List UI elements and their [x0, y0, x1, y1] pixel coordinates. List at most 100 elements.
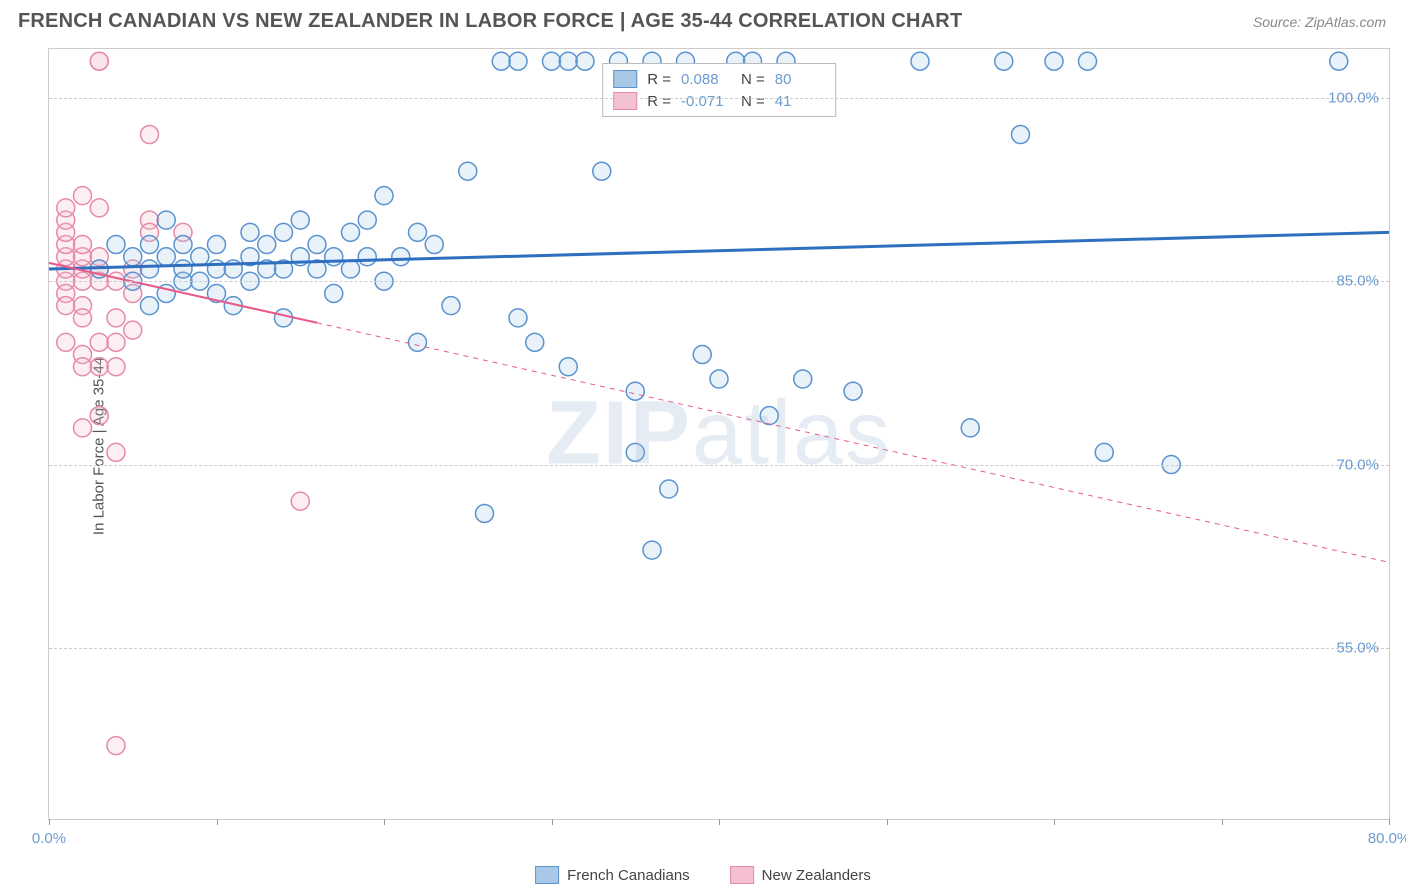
data-point — [57, 297, 75, 315]
swatch-french-canadians-icon — [535, 866, 559, 884]
data-point — [57, 333, 75, 351]
chart-header: FRENCH CANADIAN VS NEW ZEALANDER IN LABO… — [0, 0, 1406, 39]
data-point — [526, 333, 544, 351]
data-point — [107, 333, 125, 351]
data-point — [1095, 443, 1113, 461]
x-tick — [1054, 819, 1055, 825]
series-legend: French Canadians New Zealanders — [535, 866, 871, 884]
data-point — [995, 52, 1013, 70]
data-point — [559, 358, 577, 376]
chart-title: FRENCH CANADIAN VS NEW ZEALANDER IN LABO… — [18, 10, 962, 33]
data-point — [157, 248, 175, 266]
data-point — [342, 223, 360, 241]
data-point — [593, 162, 611, 180]
data-point — [208, 260, 226, 278]
data-point — [543, 52, 561, 70]
data-point — [961, 419, 979, 437]
swatch-french-canadians — [613, 70, 637, 88]
trend-line-extrapolated — [317, 323, 1389, 563]
data-point — [107, 236, 125, 254]
correlation-row-1: R = -0.071 N = 41 — [613, 90, 825, 112]
data-point — [124, 321, 142, 339]
x-tick-label: 0.0% — [32, 830, 66, 847]
data-point — [90, 333, 108, 351]
legend-item-french-canadians: French Canadians — [535, 866, 690, 884]
data-point — [576, 52, 594, 70]
data-point — [308, 236, 326, 254]
data-point — [141, 260, 159, 278]
data-point — [157, 211, 175, 229]
correlation-row-0: R = 0.088 N = 80 — [613, 68, 825, 90]
chart-plot-area: ZIPatlas R = 0.088 N = 80 R = -0.071 N =… — [48, 48, 1390, 820]
data-point — [911, 52, 929, 70]
data-point — [141, 126, 159, 144]
data-point — [375, 187, 393, 205]
data-point — [660, 480, 678, 498]
data-point — [107, 737, 125, 755]
data-point — [509, 309, 527, 327]
data-point — [1045, 52, 1063, 70]
y-tick-label: 70.0% — [1336, 456, 1379, 473]
data-point — [442, 297, 460, 315]
x-tick-label: 80.0% — [1368, 830, 1406, 847]
data-point — [409, 223, 427, 241]
data-point — [107, 443, 125, 461]
data-point — [90, 358, 108, 376]
data-point — [325, 248, 343, 266]
data-point — [643, 541, 661, 559]
x-tick — [217, 819, 218, 825]
data-point — [342, 260, 360, 278]
data-point — [74, 419, 92, 437]
data-point — [90, 407, 108, 425]
gridline — [49, 281, 1389, 282]
swatch-new-zealanders — [613, 92, 637, 110]
data-point — [74, 187, 92, 205]
data-point — [358, 248, 376, 266]
data-point — [425, 236, 443, 254]
data-point — [291, 211, 309, 229]
y-tick-label: 55.0% — [1336, 639, 1379, 656]
data-point — [760, 407, 778, 425]
data-point — [291, 492, 309, 510]
legend-item-new-zealanders: New Zealanders — [730, 866, 871, 884]
data-point — [626, 443, 644, 461]
data-point — [844, 382, 862, 400]
data-point — [392, 248, 410, 266]
data-point — [141, 236, 159, 254]
x-tick — [1389, 819, 1390, 825]
data-point — [275, 309, 293, 327]
data-point — [275, 223, 293, 241]
data-point — [358, 211, 376, 229]
data-point — [57, 199, 75, 217]
data-point — [1012, 126, 1030, 144]
scatter-svg — [49, 49, 1389, 819]
x-tick — [384, 819, 385, 825]
data-point — [1330, 52, 1348, 70]
data-point — [492, 52, 510, 70]
data-point — [476, 504, 494, 522]
correlation-legend: R = 0.088 N = 80 R = -0.071 N = 41 — [602, 63, 836, 117]
data-point — [241, 223, 259, 241]
y-tick-label: 85.0% — [1336, 273, 1379, 290]
data-point — [74, 358, 92, 376]
data-point — [191, 248, 209, 266]
chart-source: Source: ZipAtlas.com — [1253, 14, 1386, 30]
y-tick-label: 100.0% — [1328, 89, 1379, 106]
data-point — [258, 236, 276, 254]
data-point — [141, 297, 159, 315]
data-point — [710, 370, 728, 388]
x-tick — [552, 819, 553, 825]
x-tick — [1222, 819, 1223, 825]
data-point — [693, 346, 711, 364]
data-point — [174, 236, 192, 254]
x-tick — [49, 819, 50, 825]
data-point — [74, 236, 92, 254]
gridline — [49, 98, 1389, 99]
data-point — [124, 248, 142, 266]
data-point — [90, 52, 108, 70]
gridline — [49, 465, 1389, 466]
data-point — [626, 382, 644, 400]
data-point — [794, 370, 812, 388]
data-point — [559, 52, 577, 70]
data-point — [509, 52, 527, 70]
